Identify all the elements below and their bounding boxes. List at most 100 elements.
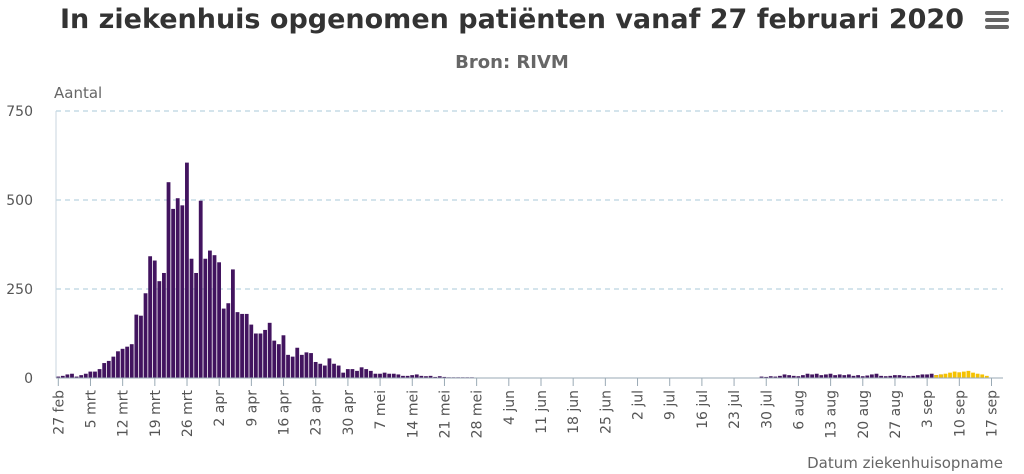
bar[interactable] xyxy=(405,375,410,378)
bar[interactable] xyxy=(801,375,805,378)
bar[interactable] xyxy=(805,373,810,378)
bar[interactable] xyxy=(883,376,888,378)
bar[interactable] xyxy=(56,376,61,378)
bar[interactable] xyxy=(162,272,166,378)
bar[interactable] xyxy=(764,376,769,378)
bar[interactable] xyxy=(948,372,952,378)
bar[interactable] xyxy=(837,374,842,378)
bar[interactable] xyxy=(888,375,893,378)
bar[interactable] xyxy=(856,375,860,378)
bar[interactable] xyxy=(787,375,792,378)
bar[interactable] xyxy=(263,329,267,378)
bar[interactable] xyxy=(65,374,70,378)
bar[interactable] xyxy=(814,373,819,378)
bar[interactable] xyxy=(318,363,323,378)
bar[interactable] xyxy=(961,371,966,378)
bar[interactable] xyxy=(212,255,217,378)
bar[interactable] xyxy=(833,375,838,378)
bar[interactable] xyxy=(957,372,962,378)
bar[interactable] xyxy=(157,281,162,378)
bar[interactable] xyxy=(249,324,254,378)
bar[interactable] xyxy=(244,313,249,378)
bar[interactable] xyxy=(143,293,148,378)
bar[interactable] xyxy=(79,375,84,378)
bar[interactable] xyxy=(952,371,957,378)
bar[interactable] xyxy=(350,369,355,378)
bar[interactable] xyxy=(341,372,346,378)
bar[interactable] xyxy=(925,374,929,378)
bar[interactable] xyxy=(336,365,341,378)
bar[interactable] xyxy=(345,369,350,378)
bar[interactable] xyxy=(281,335,286,378)
bar[interactable] xyxy=(791,375,796,378)
bar[interactable] xyxy=(915,375,920,378)
bar[interactable] xyxy=(943,373,948,378)
bar[interactable] xyxy=(116,351,120,378)
bar[interactable] xyxy=(258,333,263,379)
bar[interactable] xyxy=(874,373,879,378)
bar[interactable] xyxy=(60,375,65,378)
bar[interactable] xyxy=(88,371,93,378)
bar[interactable] xyxy=(198,200,203,378)
bar[interactable] xyxy=(778,375,782,378)
bar[interactable] xyxy=(194,272,199,378)
bar[interactable] xyxy=(74,376,79,378)
bar[interactable] xyxy=(93,371,97,378)
bar[interactable] xyxy=(768,376,773,378)
bar[interactable] xyxy=(819,375,824,378)
bar[interactable] xyxy=(309,353,313,378)
bar[interactable] xyxy=(391,373,396,378)
bar[interactable] xyxy=(221,308,226,378)
bar[interactable] xyxy=(428,375,433,378)
bar[interactable] xyxy=(906,376,911,378)
bar[interactable] xyxy=(134,314,139,378)
bar[interactable] xyxy=(902,375,906,378)
bar[interactable] xyxy=(166,182,171,378)
bar[interactable] xyxy=(971,372,975,378)
bar[interactable] xyxy=(424,376,428,378)
bar[interactable] xyxy=(139,315,143,378)
bar[interactable] xyxy=(433,376,438,378)
bar[interactable] xyxy=(272,340,277,378)
bar[interactable] xyxy=(226,303,231,378)
bar[interactable] xyxy=(70,373,74,378)
bar[interactable] xyxy=(373,373,378,378)
bar[interactable] xyxy=(378,373,382,378)
bar[interactable] xyxy=(865,375,870,378)
bar[interactable] xyxy=(911,375,916,378)
bar[interactable] xyxy=(295,347,300,378)
bar[interactable] xyxy=(851,375,856,378)
bar[interactable] xyxy=(897,375,902,378)
bar[interactable] xyxy=(120,348,125,378)
bar[interactable] xyxy=(217,262,221,378)
bar[interactable] xyxy=(267,322,272,378)
bar[interactable] xyxy=(414,374,419,378)
bar[interactable] xyxy=(276,344,281,378)
bar[interactable] xyxy=(359,367,364,378)
bar[interactable] xyxy=(327,358,332,378)
bar[interactable] xyxy=(810,374,815,378)
bar[interactable] xyxy=(920,374,925,378)
bar[interactable] xyxy=(304,352,309,378)
hamburger-menu-icon[interactable] xyxy=(982,9,1012,35)
bar[interactable] xyxy=(759,376,764,378)
bar[interactable] xyxy=(299,354,304,378)
bar[interactable] xyxy=(824,374,828,378)
bar[interactable] xyxy=(203,258,208,378)
bar[interactable] xyxy=(148,256,153,378)
bar[interactable] xyxy=(175,198,180,378)
bar[interactable] xyxy=(171,208,176,378)
bar[interactable] xyxy=(368,370,373,378)
bar[interactable] xyxy=(892,375,897,378)
bar[interactable] xyxy=(975,373,980,378)
bar[interactable] xyxy=(980,374,985,378)
bar[interactable] xyxy=(180,205,185,378)
bar[interactable] xyxy=(782,374,787,378)
bar[interactable] xyxy=(235,312,240,378)
bar[interactable] xyxy=(286,354,290,378)
bar[interactable] xyxy=(111,356,116,378)
bar[interactable] xyxy=(240,313,244,378)
bar[interactable] xyxy=(966,370,971,378)
bar[interactable] xyxy=(189,258,194,378)
bar[interactable] xyxy=(332,363,336,378)
